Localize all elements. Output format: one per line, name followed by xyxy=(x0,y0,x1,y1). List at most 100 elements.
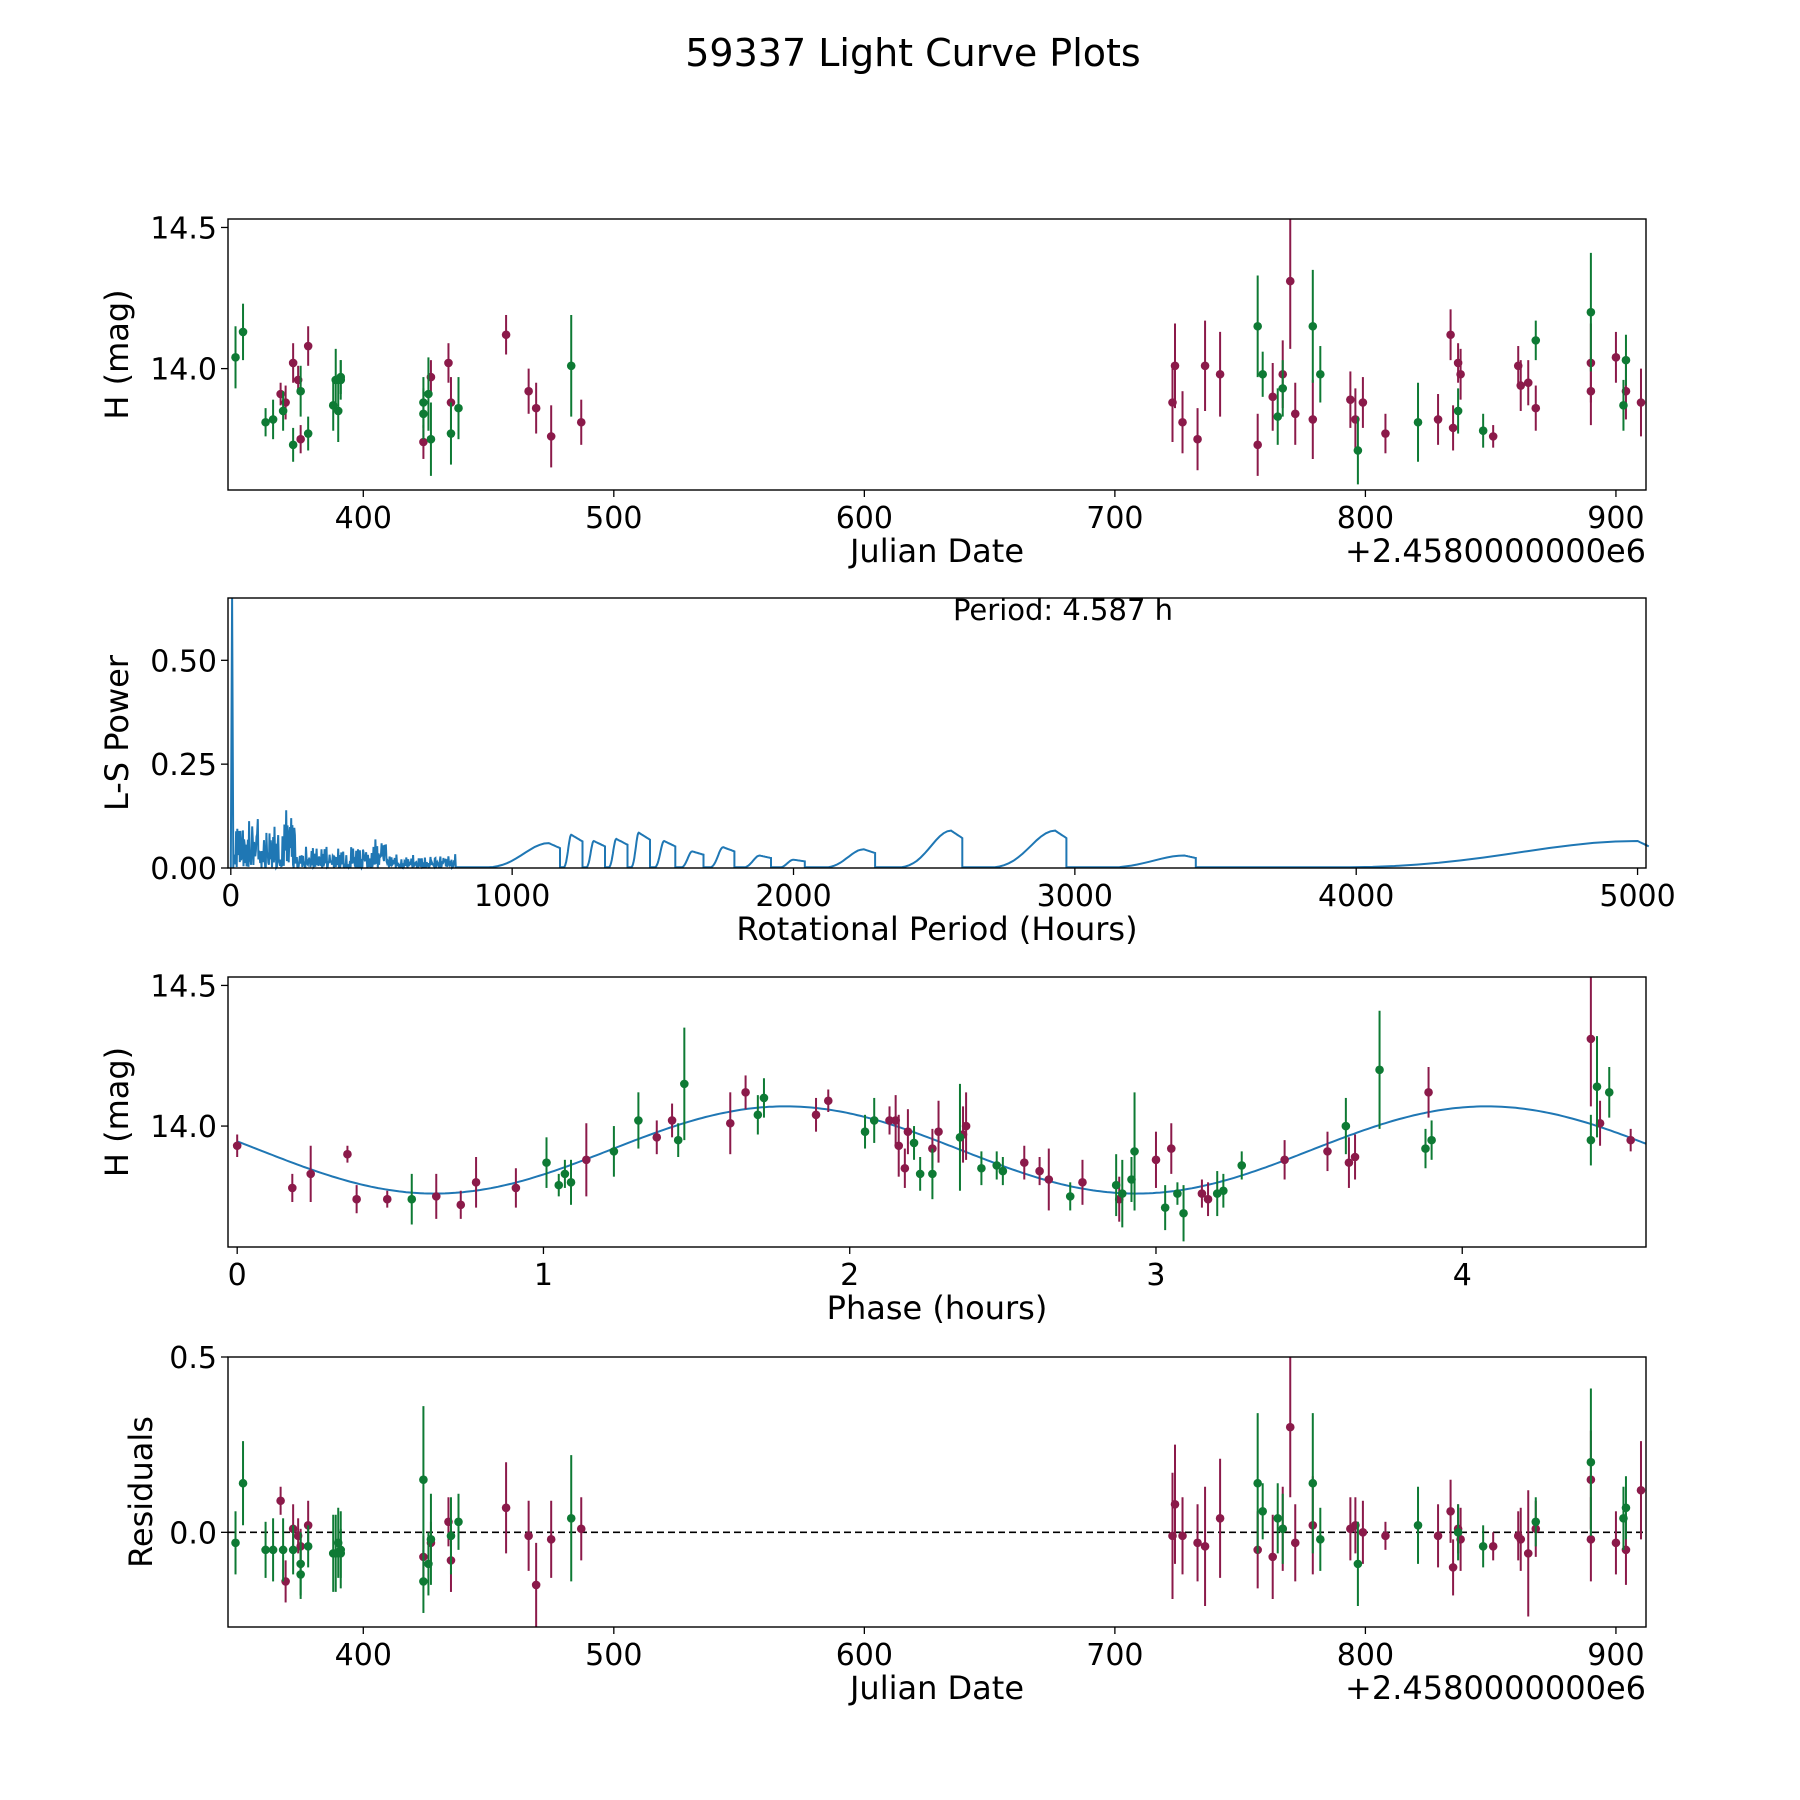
green-data-point xyxy=(303,1542,313,1551)
green-data-point xyxy=(566,1513,576,1523)
panel-phased-curve: 0 1 2 3 4 14.0 14.5 Phase (hours) H (mag) xyxy=(98,969,1647,1327)
plot-frame xyxy=(227,597,1647,869)
magenta-data-point xyxy=(1268,392,1278,402)
y-axis-label: H (mag) xyxy=(98,1047,136,1177)
green-data-point xyxy=(1341,1121,1351,1131)
x-tick-label: 3 xyxy=(1146,1258,1165,1293)
green-data-point xyxy=(1592,1082,1602,1091)
green-data-point xyxy=(424,389,433,399)
magenta-data-point xyxy=(1170,361,1180,371)
green-data-point xyxy=(928,1169,937,1179)
green-data-point xyxy=(426,1535,436,1544)
magenta-data-point xyxy=(1488,1542,1498,1551)
green-data-point xyxy=(1531,1517,1541,1527)
y-tick-label: 0.50 xyxy=(150,644,217,679)
magenta-data-point xyxy=(419,437,428,447)
magenta-data-point xyxy=(576,1524,586,1534)
magenta-data-point xyxy=(1200,361,1210,371)
green-data-point xyxy=(1478,426,1488,436)
green-data-point xyxy=(1273,1513,1283,1523)
x-tick-label: 800 xyxy=(1337,1638,1394,1673)
magenta-data-point xyxy=(894,1141,904,1151)
green-data-point xyxy=(296,1570,305,1579)
plot-frame xyxy=(227,976,1647,1248)
green-data-point xyxy=(1179,1208,1188,1218)
magenta-data-point xyxy=(531,1580,541,1590)
magenta-data-point xyxy=(444,358,453,368)
magenta-data-point xyxy=(276,1496,285,1506)
green-data-point xyxy=(1173,1189,1182,1198)
green-data-point xyxy=(869,1116,879,1125)
green-data-point xyxy=(1453,1528,1463,1537)
x-tick-label: 0 xyxy=(228,1258,247,1293)
green-data-point xyxy=(419,398,428,407)
green-data-point xyxy=(566,1178,576,1187)
green-data-point xyxy=(992,1161,1002,1170)
green-data-point xyxy=(955,1133,965,1142)
x-axis-label: Phase (hours) xyxy=(827,1289,1048,1327)
green-data-point xyxy=(261,1545,270,1555)
magenta-data-point xyxy=(1285,1422,1295,1432)
magenta-data-point xyxy=(1285,276,1295,286)
magenta-data-point xyxy=(1456,369,1465,379)
fit-curve xyxy=(236,1105,1647,1195)
green-data-point xyxy=(753,1110,763,1120)
green-data-point xyxy=(1160,1203,1170,1212)
green-data-point xyxy=(1586,307,1596,317)
magenta-data-point xyxy=(1488,432,1498,441)
magenta-data-point xyxy=(1358,1528,1368,1537)
magenta-data-point xyxy=(961,1121,971,1131)
green-data-point xyxy=(998,1166,1008,1176)
magenta-data-point xyxy=(1531,403,1541,413)
x-tick-label: 0 xyxy=(221,879,240,914)
magenta-data-point xyxy=(1290,409,1300,419)
magenta-data-point xyxy=(1200,1542,1210,1551)
x-tick-label: 600 xyxy=(836,1638,893,1673)
magenta-data-point xyxy=(1586,1535,1596,1544)
magenta-data-point xyxy=(1215,1513,1225,1523)
magenta-data-point xyxy=(1166,1144,1176,1153)
magenta-data-point xyxy=(1448,423,1458,433)
green-data-point xyxy=(554,1180,564,1190)
magenta-data-point xyxy=(1523,1549,1533,1558)
green-data-point xyxy=(1278,384,1288,393)
green-data-point xyxy=(680,1079,689,1089)
magenta-data-point xyxy=(1019,1158,1029,1167)
magenta-data-point xyxy=(1446,330,1455,340)
green-data-point xyxy=(759,1093,769,1103)
x-axis-label: Julian Date xyxy=(848,532,1024,570)
magenta-data-point xyxy=(1290,1538,1300,1548)
green-data-point xyxy=(336,372,346,382)
magenta-data-point xyxy=(1253,440,1262,450)
magenta-data-point xyxy=(1381,1531,1390,1541)
green-data-point xyxy=(419,1577,428,1586)
x-tick-label: 4 xyxy=(1453,1258,1472,1293)
x-tick-label: 2000 xyxy=(755,879,831,914)
green-data-point xyxy=(1604,1088,1614,1097)
green-data-point xyxy=(1531,336,1541,345)
green-data-point xyxy=(238,327,248,337)
green-data-point xyxy=(446,1531,456,1541)
x-offset-label: +2.4580000000e6 xyxy=(1345,532,1646,570)
x-tick-label: 1000 xyxy=(474,879,550,914)
figure-title: 59337 Light Curve Plots xyxy=(685,31,1140,75)
x-tick-label: 900 xyxy=(1587,501,1644,536)
green-data-point xyxy=(1065,1192,1075,1201)
green-data-point xyxy=(268,1545,278,1555)
green-data-point xyxy=(407,1194,417,1204)
magenta-data-point xyxy=(1178,1531,1187,1541)
green-data-point xyxy=(1278,1524,1288,1534)
green-data-point xyxy=(1427,1135,1436,1145)
green-data-point xyxy=(303,429,313,438)
magenta-data-point xyxy=(524,1531,533,1541)
magenta-data-point xyxy=(1381,429,1390,438)
magenta-data-point xyxy=(501,330,511,340)
x-tick-label: 3000 xyxy=(1037,879,1113,914)
green-data-point xyxy=(1413,1521,1423,1530)
x-tick-label: 800 xyxy=(1337,501,1394,536)
green-data-point xyxy=(560,1169,570,1179)
green-data-point xyxy=(1353,1559,1363,1569)
x-tick-label: 500 xyxy=(585,1638,642,1673)
plot-frame xyxy=(227,1356,1647,1628)
